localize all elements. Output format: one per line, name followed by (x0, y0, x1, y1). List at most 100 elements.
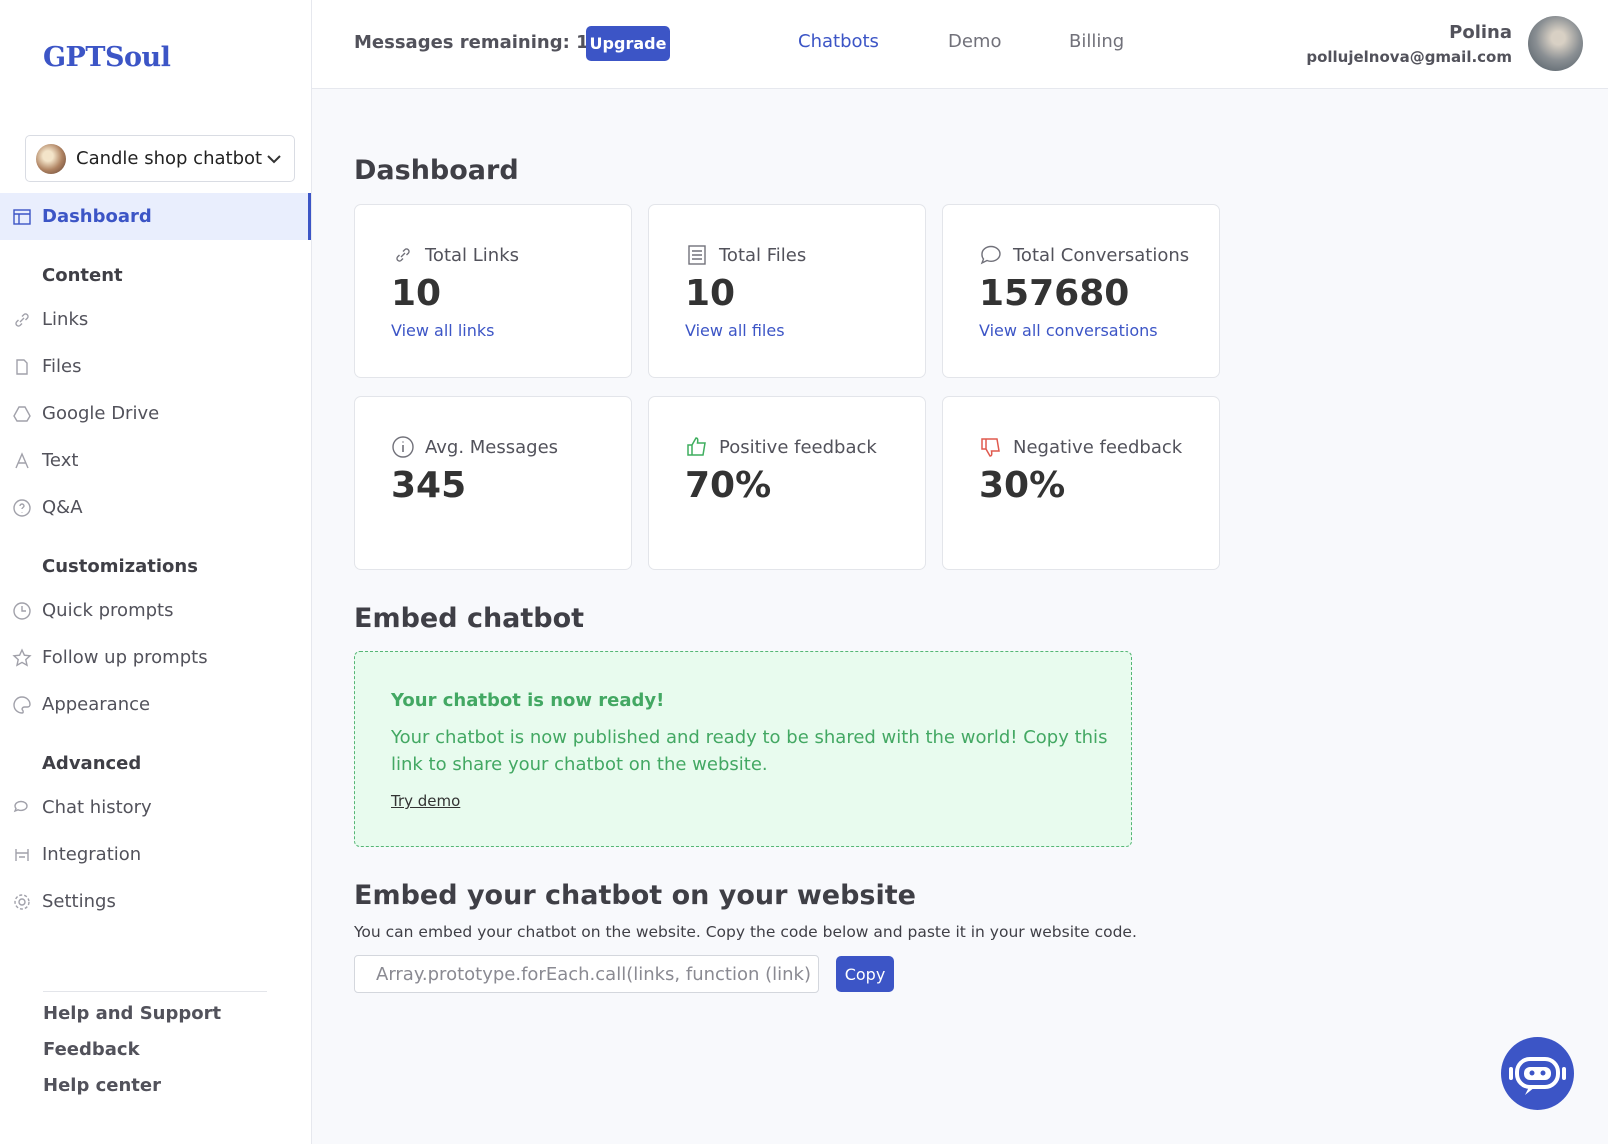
nav-link[interactable]: Demo (948, 31, 1002, 52)
chevron-icon (267, 154, 281, 163)
nav-label: Appearance (42, 694, 151, 715)
nav-section: Advanced (42, 753, 142, 774)
stat-label: Total Files (719, 244, 807, 266)
nav-icon (13, 695, 31, 714)
section-title: Embed chatbot (354, 603, 585, 634)
footer-link[interactable]: Feedback (43, 1039, 140, 1060)
bot-selector[interactable]: Candle shop chatbot (25, 135, 295, 182)
notice-text: Your chatbot is now published and ready … (391, 727, 1108, 775)
bot-icon (1509, 1057, 1566, 1095)
nav-item[interactable]: Google Drive (0, 390, 311, 437)
nav-icon (15, 848, 29, 861)
user-avatar[interactable] (1528, 16, 1583, 71)
stat-icon (687, 437, 706, 456)
stat-icon (392, 436, 414, 458)
stat-value: 30% (979, 465, 1066, 506)
stat-value: 70% (685, 465, 772, 506)
stat-label-row: Positive feedback (685, 435, 877, 459)
stat-label-row: Avg. Messages (391, 435, 558, 459)
stat-value: 10 (685, 273, 736, 314)
stat-label: Negative feedback (1013, 436, 1183, 458)
footer-link[interactable]: Help center (43, 1075, 161, 1096)
stat-label: Total Conversations (1013, 244, 1190, 266)
stat-card: Negative feedback 30% (942, 396, 1220, 570)
bot-avatar (36, 143, 66, 174)
nav-item[interactable]: Q&A (0, 484, 311, 531)
upgrade-button[interactable]: Upgrade (586, 26, 670, 61)
nav-icon (16, 358, 28, 375)
nav-item[interactable]: Integration (0, 831, 311, 878)
nav-label: Links (42, 309, 89, 330)
nav-item[interactable]: Chat history (0, 784, 311, 831)
stat-label-row: Total Links (391, 243, 519, 267)
nav-label: Dashboard (42, 206, 152, 227)
nav-icon (15, 312, 29, 327)
stat-link[interactable]: View all conversations (979, 321, 1158, 340)
nav-section: Customizations (42, 556, 198, 577)
stat-value: 157680 (979, 273, 1130, 314)
nav-label: Google Drive (42, 403, 160, 424)
nav-icon (13, 800, 28, 812)
nav-item[interactable]: Links (0, 296, 311, 343)
stat-link[interactable]: View all links (391, 321, 495, 340)
nav-item[interactable]: Follow up prompts (0, 634, 311, 681)
stat-label: Avg. Messages (425, 436, 559, 458)
nav-icon (13, 498, 31, 517)
nav-menu: Dashboard Content Links Files Google Drive T… (0, 193, 311, 925)
nav-icon (12, 647, 32, 667)
stat-card: Positive feedback 70% (648, 396, 926, 570)
section-title: Embed your chatbot on your website (354, 880, 916, 911)
stat-label-row: Total Files (685, 243, 806, 267)
nav-item[interactable]: Quick prompts (0, 587, 311, 634)
sidebar: GPTSoul Candle shop chatbot Dashboard Co… (0, 0, 312, 1144)
nav-section: Content (42, 265, 123, 286)
nav-label: Q&A (42, 497, 83, 518)
stat-icon (981, 438, 1000, 457)
nav-label: Chat history (42, 797, 152, 818)
nav-label: Settings (42, 891, 116, 912)
stat-icon (396, 248, 410, 262)
nav-icon (13, 405, 31, 422)
stat-label: Positive feedback (719, 436, 877, 458)
user-email: pollujelnova@gmail.com (1306, 48, 1512, 66)
stat-link[interactable]: View all files (685, 321, 785, 340)
nav-item[interactable]: Dashboard (0, 193, 311, 240)
stat-card: Total Conversations 157680 View all conver… (942, 204, 1220, 378)
nav-icon (14, 893, 30, 910)
stat-label: Total Links (425, 244, 519, 266)
nav-link[interactable]: Chatbots (798, 31, 879, 52)
stat-card: Avg. Messages 345 (354, 396, 632, 570)
stat-icon (688, 245, 706, 265)
logo[interactable]: GPTSoul (43, 42, 171, 73)
nav-item[interactable]: Settings (0, 878, 311, 925)
stat-icon (980, 245, 1001, 265)
nav-icon (15, 451, 29, 468)
notice: Your chatbot is now ready! Your chatbot … (354, 651, 1132, 847)
try-demo-link[interactable]: Try demo (391, 792, 461, 810)
nav-label: Text (42, 450, 79, 471)
stat-label-row: Total Conversations (979, 243, 1189, 267)
copy-button[interactable]: Copy (836, 956, 894, 992)
chat-widget[interactable] (1501, 1037, 1574, 1110)
messages-remaining: Messages remaining: 10 (354, 32, 602, 53)
nav-item[interactable]: Files (0, 343, 311, 390)
nav-label: Files (42, 356, 82, 377)
description: You can embed your chatbot on the websit… (354, 923, 1137, 941)
nav-link[interactable]: Billing (1069, 31, 1125, 52)
nav-label: Integration (42, 844, 142, 865)
nav-label: Follow up prompts (42, 647, 208, 668)
notice-title: Your chatbot is now ready! (391, 690, 665, 711)
dashboard-icon (13, 208, 31, 225)
section-title: Dashboard (354, 155, 519, 186)
nav-item[interactable]: Text (0, 437, 311, 484)
divider (43, 991, 267, 992)
footer-link[interactable]: Help and Support (43, 1003, 222, 1024)
stat-value: 10 (391, 273, 442, 314)
header: Messages remaining: 10 Upgrade Chatbots … (312, 0, 1608, 89)
code-input[interactable]: Array.prototype.forEach.call(links, func… (354, 955, 819, 993)
stat-card: Total Links 10 View all links (354, 204, 632, 378)
nav-item[interactable]: Appearance (0, 681, 311, 728)
bot-name: Candle shop chatbot (76, 148, 263, 169)
